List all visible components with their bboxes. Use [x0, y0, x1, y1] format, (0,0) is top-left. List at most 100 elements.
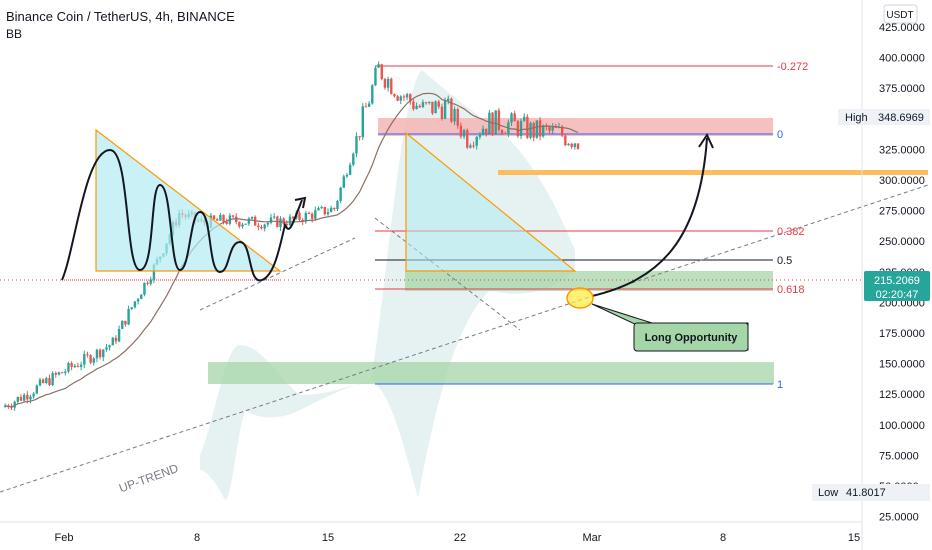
candle-body — [13, 401, 16, 408]
candle-body — [108, 345, 111, 348]
candle-body — [216, 219, 219, 221]
time-tick-label: 22 — [454, 532, 466, 544]
candle-body — [19, 396, 23, 401]
dashed-diagonal[interactable] — [374, 217, 521, 331]
candle-body — [431, 101, 434, 114]
callout-text: Long Opportunity — [645, 332, 739, 344]
candle-body — [54, 373, 58, 375]
candle-body — [222, 214, 225, 222]
candle-body — [317, 208, 320, 211]
long-opportunity-callout[interactable]: Long Opportunity — [591, 303, 749, 352]
candle-body — [336, 200, 339, 210]
candle-body — [307, 212, 311, 214]
candle-body — [282, 218, 285, 224]
candle-body — [541, 125, 545, 137]
candle-body — [257, 225, 260, 228]
candle-body — [570, 143, 573, 147]
candle-body — [140, 294, 143, 300]
candle-body — [333, 207, 336, 210]
time-tick-label: 8 — [720, 532, 726, 544]
candle-body — [409, 94, 412, 102]
candle-body — [225, 221, 228, 224]
candle-body — [291, 216, 295, 219]
price-tick-label: 25.0000 — [879, 512, 919, 524]
candle-body — [320, 206, 323, 209]
candle-body — [390, 78, 393, 95]
uptrend-line[interactable] — [0, 184, 929, 493]
candle-body — [348, 164, 352, 175]
candle-body — [212, 215, 216, 220]
sketch-trendline — [199, 237, 356, 311]
low-value: 41.8017 — [846, 487, 886, 499]
candle-body — [111, 337, 114, 346]
candle-body — [396, 96, 399, 101]
candle-body — [554, 126, 558, 128]
candle-body — [355, 136, 358, 154]
candle-body — [504, 133, 507, 135]
candle-body — [250, 216, 254, 219]
candle-body — [377, 64, 380, 68]
candle-body — [60, 372, 64, 374]
candle-body — [358, 136, 361, 138]
candle-body — [364, 106, 368, 108]
candle-body — [367, 103, 371, 107]
currency-badge[interactable] — [883, 4, 918, 24]
candle-body — [567, 143, 570, 146]
bb-basis-line — [5, 92, 579, 408]
candle-body — [329, 207, 333, 213]
price-tick-label: 175.0000 — [879, 328, 925, 340]
time-axis[interactable]: Feb 8 15 22 Mar 8 15 — [55, 532, 861, 544]
descending-triangle[interactable] — [405, 131, 577, 272]
price-tick-label: 150.0000 — [879, 359, 925, 371]
price-tick-label: 300.0000 — [879, 175, 925, 187]
fib-label-neg0272: -0.272 — [777, 61, 808, 73]
projection-arrow[interactable] — [591, 137, 708, 297]
candle-body — [67, 362, 70, 372]
candle-body — [149, 279, 152, 284]
bar-countdown: 02:20:47 — [876, 289, 919, 301]
candle-body — [453, 109, 456, 122]
price-tick-label: 325.0000 — [879, 144, 925, 156]
candle-body — [79, 364, 83, 367]
candle-body — [117, 328, 121, 342]
candle-body — [488, 112, 491, 134]
candle-body — [447, 98, 450, 101]
candle-body — [146, 282, 149, 284]
candle-body — [323, 206, 327, 215]
candle-body — [95, 349, 99, 359]
candle-body — [244, 223, 247, 225]
entry-circle[interactable] — [566, 287, 594, 309]
high-value: 348.6969 — [878, 112, 924, 124]
candle-body — [105, 347, 108, 350]
candle-body — [29, 396, 32, 400]
candle-body — [415, 105, 418, 110]
time-tick-label: Feb — [55, 532, 74, 544]
candle-body — [342, 176, 346, 188]
candle-body — [450, 98, 453, 122]
candles — [3, 61, 580, 411]
candle-body — [516, 121, 520, 137]
candle-body — [522, 116, 526, 121]
candle-body — [326, 212, 330, 215]
candle-body — [526, 116, 529, 138]
candle-body — [481, 128, 485, 135]
candle-body — [263, 224, 266, 229]
candle-body — [133, 301, 137, 308]
fib-retracement[interactable]: -0.272 0 0.382 0.5 0.618 1 — [375, 61, 808, 391]
high-badge — [838, 109, 930, 125]
candle-body — [51, 373, 54, 386]
candle-body — [405, 94, 409, 98]
candle-body — [573, 143, 577, 147]
candle-body — [301, 219, 304, 222]
candle-body — [393, 94, 396, 97]
price-tick-label: 75.0000 — [879, 450, 919, 462]
fib-label-0618: 0.618 — [777, 284, 805, 296]
candle-body — [314, 210, 317, 219]
indicator-label[interactable]: BB — [6, 27, 23, 41]
candle-body — [469, 145, 472, 148]
candle-body — [16, 396, 20, 402]
candle-body — [219, 214, 222, 221]
candle-body — [513, 113, 516, 122]
